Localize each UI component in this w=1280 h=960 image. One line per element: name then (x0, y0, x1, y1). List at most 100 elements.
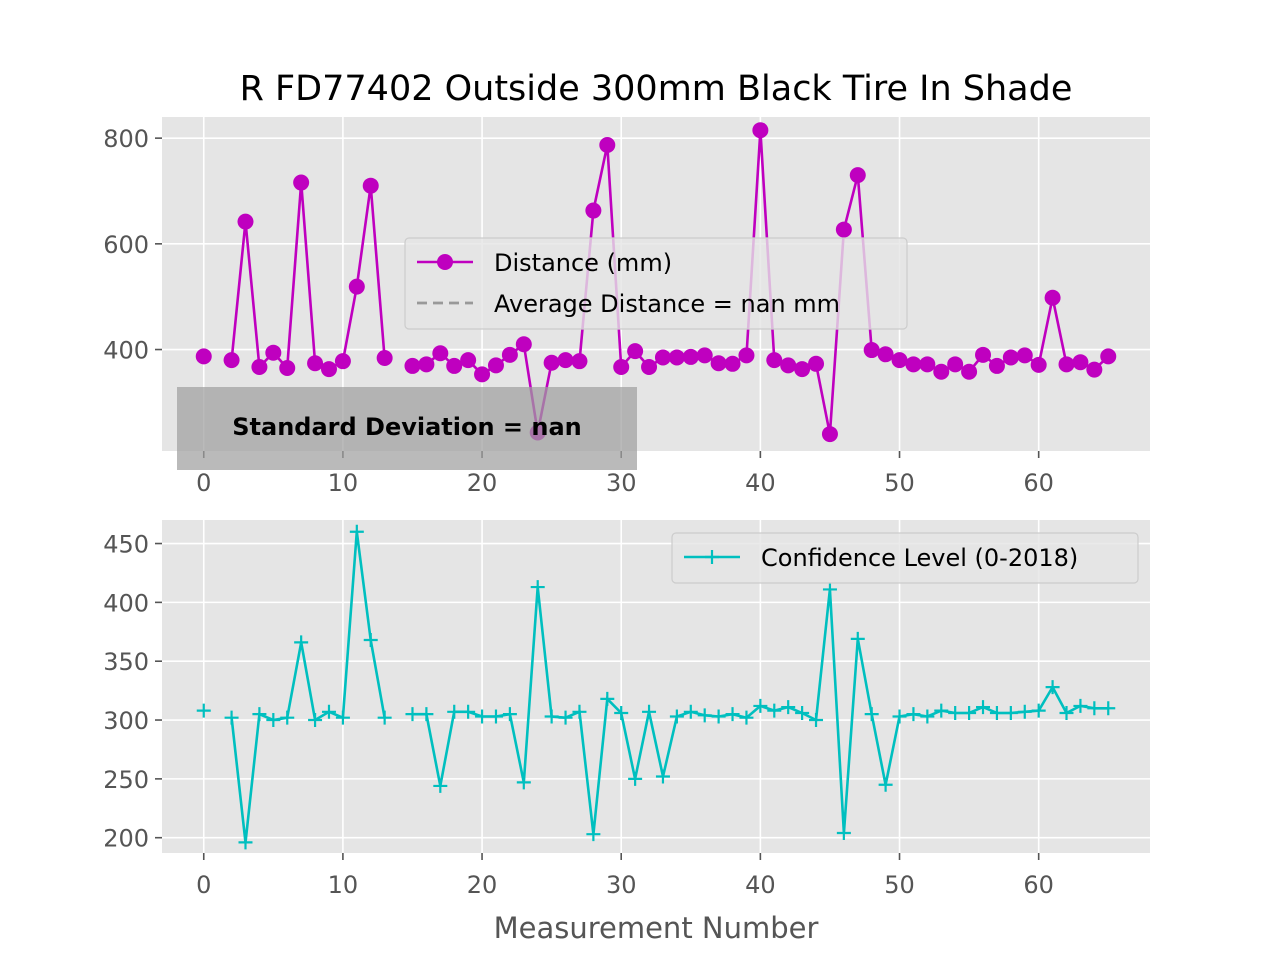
data-point (1058, 356, 1075, 373)
data-point (767, 703, 782, 718)
data-point (988, 357, 1005, 374)
data-point (432, 345, 449, 362)
data-point (753, 698, 768, 713)
data-point (920, 709, 935, 724)
data-point (962, 705, 977, 720)
data-point (934, 703, 949, 718)
data-point (1073, 698, 1088, 713)
data-point (320, 361, 337, 378)
data-point (780, 357, 797, 374)
x-tick-label: 40 (745, 469, 776, 497)
data-point (1087, 701, 1102, 716)
y-tick-label: 250 (103, 766, 149, 794)
data-point (474, 366, 491, 383)
data-point (836, 825, 851, 840)
data-point (808, 355, 825, 372)
data-point (613, 358, 630, 375)
data-point (223, 352, 240, 369)
data-point (571, 353, 588, 370)
data-point (655, 769, 670, 784)
data-point (1031, 703, 1046, 718)
data-point (628, 771, 643, 786)
data-point (1072, 354, 1089, 371)
y-tick-label: 450 (103, 531, 149, 559)
data-point (558, 710, 573, 725)
y-tick-label: 600 (103, 231, 149, 259)
data-point (821, 426, 838, 443)
data-point (279, 360, 296, 377)
x-tick-label: 50 (884, 871, 915, 899)
legend-label: Confidence Level (0-2018) (761, 544, 1078, 572)
y-tick-label: 400 (103, 589, 149, 617)
data-point (502, 707, 517, 722)
data-point (1016, 347, 1033, 364)
data-point (195, 348, 212, 365)
annotation-text: Standard Deviation = nan (232, 413, 582, 441)
x-tick-label: 50 (884, 469, 915, 497)
data-point (766, 352, 783, 369)
data-point (752, 122, 769, 139)
data-point (989, 705, 1004, 720)
y-tick-label: 400 (103, 337, 149, 365)
data-point (418, 356, 435, 373)
data-point (348, 278, 365, 295)
data-point (475, 709, 490, 724)
x-tick-label: 30 (606, 871, 637, 899)
data-point (795, 705, 810, 720)
data-point (501, 346, 518, 363)
data-point (1044, 289, 1061, 306)
data-point (307, 355, 324, 372)
data-point (1100, 348, 1117, 365)
data-point (905, 356, 922, 373)
data-point (515, 336, 532, 353)
series-line (230, 531, 386, 843)
x-tick-label: 20 (467, 871, 498, 899)
data-point (1045, 680, 1060, 695)
data-point (266, 713, 281, 728)
data-point (614, 705, 629, 720)
y-tick-label: 800 (103, 125, 149, 153)
legend-marker (705, 550, 719, 564)
data-point (906, 707, 921, 722)
data-point (404, 357, 421, 374)
data-point (280, 710, 295, 725)
data-point (335, 710, 350, 725)
data-point (362, 177, 379, 194)
data-point (321, 704, 336, 719)
x-tick-label: 10 (328, 871, 359, 899)
data-point (725, 707, 740, 722)
y-tick-label: 200 (103, 825, 149, 853)
data-point (947, 356, 964, 373)
data-point (376, 349, 393, 366)
x-tick-label: 40 (745, 871, 776, 899)
distance-panel: 0 10 20 30 40 50 60 400 600 800 Distance (mm) Avera… (103, 117, 1150, 497)
chart-title: R FD77402 Outside 300mm Black Tire In Sh… (240, 69, 1073, 109)
data-point (739, 710, 754, 725)
data-point (976, 700, 991, 715)
y-tick-label: 300 (103, 707, 149, 735)
data-point (377, 710, 392, 725)
x-tick-label: 0 (196, 871, 211, 899)
data-point (711, 709, 726, 724)
data-point (892, 709, 907, 724)
data-point (446, 357, 463, 374)
data-point (433, 778, 448, 793)
data-point (447, 704, 462, 719)
y-tick-label: 350 (103, 648, 149, 676)
x-axis-label: Measurement Number (494, 911, 819, 945)
data-point (543, 354, 560, 371)
data-point (265, 344, 282, 361)
data-point (724, 355, 741, 372)
data-point (461, 704, 476, 719)
data-point (349, 524, 364, 539)
data-point (252, 707, 267, 722)
data-point (641, 358, 658, 375)
data-point (599, 137, 616, 154)
data-point (572, 704, 587, 719)
data-point (697, 708, 712, 723)
data-point (294, 635, 309, 650)
data-point (1086, 361, 1103, 378)
data-point (863, 342, 880, 359)
data-point (668, 349, 685, 366)
x-tick-label: 30 (606, 469, 637, 497)
